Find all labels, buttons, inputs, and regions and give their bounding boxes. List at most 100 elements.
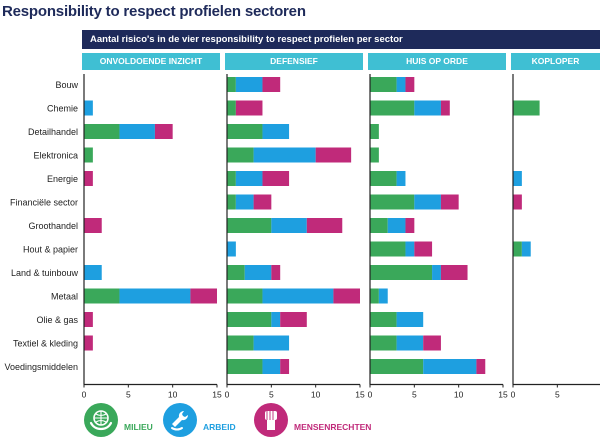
bar-onvoldoende-inzicht-groothandel-mensenrechten [84, 218, 102, 233]
bar-defensief-bouw-milieu [227, 77, 236, 92]
bar-huis-op-orde-financiele-sector-mensenrechten [440, 194, 459, 210]
x-tick-label-defensief-0: 0 [225, 390, 230, 400]
chart-subtitle: Aantal risico's in de vier responsibilit… [82, 30, 600, 49]
legend-label-arbeid: ARBEID [203, 422, 236, 432]
bar-defensief-financiele-sector-arbeid [235, 194, 254, 210]
bar-defensief-land-en-tuinbouw-milieu [227, 265, 245, 280]
raised-fist-icon [254, 403, 288, 437]
x-tick-label-defensief-10: 10 [311, 390, 321, 400]
bar-huis-op-orde-voedingsmiddelen-milieu [370, 359, 424, 374]
bar-onvoldoende-inzicht-metaal-arbeid [119, 288, 191, 304]
x-tick-label-onvoldoende-inzicht-5: 5 [126, 390, 131, 400]
bar-koploper-financiele-sector-mensenrechten [513, 194, 522, 210]
bar-huis-op-orde-textiel-en-kleding-milieu [370, 335, 397, 351]
bar-huis-op-orde-groothandel-arbeid [387, 218, 406, 233]
panel-header-onvoldoende-inzicht: ONVOLDOENDE INZICHT [82, 53, 220, 70]
bar-defensief-energie-milieu [227, 171, 236, 186]
x-tick-label-onvoldoende-inzicht-10: 10 [168, 390, 178, 400]
bar-defensief-voedingsmiddelen-mensenrechten [280, 359, 290, 374]
bar-huis-op-orde-energie-arbeid [396, 171, 406, 186]
legend-label-mensenrechten: MENSENRECHTEN [294, 422, 372, 432]
bar-huis-op-orde-metaal-arbeid [378, 288, 388, 304]
bar-koploper-hout-en-papier-arbeid [521, 241, 531, 257]
bar-defensief-financiele-sector-mensenrechten [253, 194, 272, 210]
category-label-metaal: Metaal [51, 292, 78, 302]
panel-header-huis-op-orde: HUIS OP ORDE [368, 53, 506, 70]
panel-header-defensief: DEFENSIEF [225, 53, 363, 70]
category-label-elektronica: Elektronica [33, 151, 78, 161]
bar-huis-op-orde-metaal-milieu [370, 288, 379, 304]
bar-onvoldoende-inzicht-metaal-mensenrechten [190, 288, 217, 304]
bar-koploper-hout-en-papier-milieu [513, 241, 522, 257]
x-tick-label-defensief-5: 5 [269, 390, 274, 400]
bar-onvoldoende-inzicht-energie-mensenrechten [84, 171, 93, 186]
bar-defensief-metaal-mensenrechten [333, 288, 360, 304]
bar-huis-op-orde-bouw-arbeid [396, 77, 406, 92]
bar-huis-op-orde-detailhandel-milieu [370, 124, 379, 139]
bar-onvoldoende-inzicht-detailhandel-milieu [84, 124, 120, 139]
bar-huis-op-orde-olie-en-gas-milieu [370, 312, 397, 327]
category-label-financiele-sector: Financiële sector [10, 198, 78, 208]
bar-defensief-chemie-milieu [227, 100, 236, 116]
bar-onvoldoende-inzicht-detailhandel-mensenrechten [154, 124, 173, 139]
x-tick-label-huis-op-orde-15: 15 [498, 390, 508, 400]
category-label-detailhandel: Detailhandel [28, 127, 78, 137]
bar-huis-op-orde-bouw-mensenrechten [405, 77, 415, 92]
x-tick-label-onvoldoende-inzicht-0: 0 [82, 390, 87, 400]
bar-defensief-chemie-mensenrechten [235, 100, 263, 116]
bar-onvoldoende-inzicht-detailhandel-arbeid [119, 124, 155, 139]
bar-defensief-detailhandel-milieu [227, 124, 263, 139]
bar-huis-op-orde-textiel-en-kleding-mensenrechten [423, 335, 441, 351]
x-tick-label-onvoldoende-inzicht-15: 15 [212, 390, 222, 400]
x-tick-label-defensief-15: 15 [355, 390, 365, 400]
bar-huis-op-orde-voedingsmiddelen-arbeid [423, 359, 477, 374]
bar-huis-op-orde-olie-en-gas-arbeid [396, 312, 424, 327]
bar-huis-op-orde-land-en-tuinbouw-arbeid [432, 265, 441, 280]
bar-defensief-metaal-milieu [227, 288, 263, 304]
bar-onvoldoende-inzicht-metaal-milieu [84, 288, 120, 304]
bar-koploper-chemie-milieu [513, 100, 540, 116]
bar-huis-op-orde-groothandel-mensenrechten [405, 218, 415, 233]
bar-onvoldoende-inzicht-land-en-tuinbouw-arbeid [84, 265, 102, 280]
bar-defensief-textiel-en-kleding-arbeid [253, 335, 290, 351]
bar-huis-op-orde-land-en-tuinbouw-mensenrechten [440, 265, 468, 280]
bar-defensief-elektronica-mensenrechten [315, 147, 352, 163]
category-label-chemie: Chemie [47, 104, 78, 114]
bar-defensief-land-en-tuinbouw-mensenrechten [271, 265, 281, 280]
panel-header-koploper: KOPLOPER [511, 53, 600, 70]
bar-koploper-energie-arbeid [513, 171, 522, 186]
globe-hands-icon [84, 403, 118, 437]
bar-defensief-elektronica-milieu [227, 147, 254, 163]
bar-defensief-bouw-arbeid [235, 77, 263, 92]
bar-defensief-bouw-mensenrechten [262, 77, 281, 92]
bar-defensief-financiele-sector-milieu [227, 194, 236, 210]
bar-onvoldoende-inzicht-elektronica-milieu [84, 147, 93, 163]
bar-defensief-olie-en-gas-milieu [227, 312, 272, 327]
bar-huis-op-orde-groothandel-milieu [370, 218, 388, 233]
bar-defensief-elektronica-arbeid [253, 147, 316, 163]
bar-defensief-olie-en-gas-arbeid [271, 312, 281, 327]
category-label-energie: Energie [47, 174, 78, 184]
x-tick-label-huis-op-orde-10: 10 [454, 390, 464, 400]
bar-huis-op-orde-elektronica-milieu [370, 147, 379, 163]
bar-defensief-land-en-tuinbouw-arbeid [244, 265, 272, 280]
bar-huis-op-orde-bouw-milieu [370, 77, 397, 92]
x-tick-label-koploper-5: 5 [555, 390, 560, 400]
category-label-hout-en-papier: Hout & papier [23, 245, 78, 255]
bar-defensief-voedingsmiddelen-arbeid [262, 359, 281, 374]
bar-defensief-detailhandel-arbeid [262, 124, 290, 139]
bar-defensief-energie-mensenrechten [262, 171, 290, 186]
x-tick-label-huis-op-orde-5: 5 [412, 390, 417, 400]
category-label-textiel-en-kleding: Textiel & kleding [13, 339, 78, 349]
bar-defensief-voedingsmiddelen-milieu [227, 359, 263, 374]
bar-huis-op-orde-chemie-arbeid [414, 100, 441, 116]
bar-huis-op-orde-chemie-milieu [370, 100, 415, 116]
bar-defensief-hout-en-papier-arbeid [227, 241, 236, 257]
bar-huis-op-orde-financiele-sector-milieu [370, 194, 415, 210]
category-label-olie-en-gas: Olie & gas [36, 315, 78, 325]
chart-title: Responsibility to respect profielen sect… [2, 3, 306, 20]
bar-defensief-groothandel-arbeid [271, 218, 307, 233]
bar-huis-op-orde-hout-en-papier-mensenrechten [414, 241, 433, 257]
bar-huis-op-orde-financiele-sector-arbeid [414, 194, 441, 210]
